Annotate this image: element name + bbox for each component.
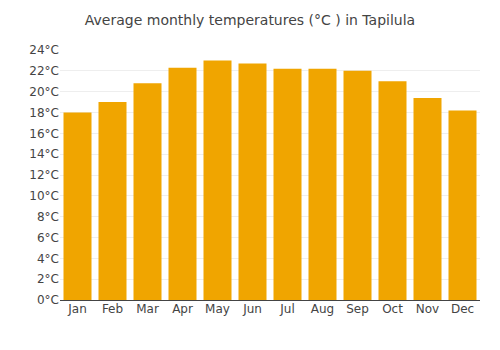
svg-text:14°C: 14°C — [29, 147, 59, 161]
svg-text:Sep: Sep — [346, 302, 369, 316]
svg-text:24°C: 24°C — [29, 43, 59, 57]
svg-text:May: May — [205, 302, 230, 316]
svg-text:16°C: 16°C — [29, 127, 59, 141]
svg-text:Feb: Feb — [102, 302, 123, 316]
svg-text:20°C: 20°C — [29, 85, 59, 99]
svg-text:Mar: Mar — [136, 302, 159, 316]
svg-text:Nov: Nov — [416, 302, 439, 316]
svg-text:4°C: 4°C — [37, 252, 59, 266]
svg-text:Dec: Dec — [451, 302, 474, 316]
svg-text:10°C: 10°C — [29, 189, 59, 203]
svg-text:Apr: Apr — [172, 302, 193, 316]
svg-text:8°C: 8°C — [37, 210, 59, 224]
svg-text:Jan: Jan — [67, 302, 87, 316]
svg-text:2°C: 2°C — [37, 272, 59, 286]
svg-text:22°C: 22°C — [29, 64, 59, 78]
svg-text:Average monthly temperatures (: Average monthly temperatures (°C ) in Ta… — [85, 12, 415, 28]
svg-text:Jul: Jul — [279, 302, 294, 316]
svg-text:Oct: Oct — [382, 302, 403, 316]
svg-text:18°C: 18°C — [29, 106, 59, 120]
svg-text:Aug: Aug — [311, 302, 334, 316]
svg-text:12°C: 12°C — [29, 168, 59, 182]
svg-text:6°C: 6°C — [37, 231, 59, 245]
svg-text:Jun: Jun — [242, 302, 262, 316]
svg-text:0°C: 0°C — [37, 293, 59, 307]
